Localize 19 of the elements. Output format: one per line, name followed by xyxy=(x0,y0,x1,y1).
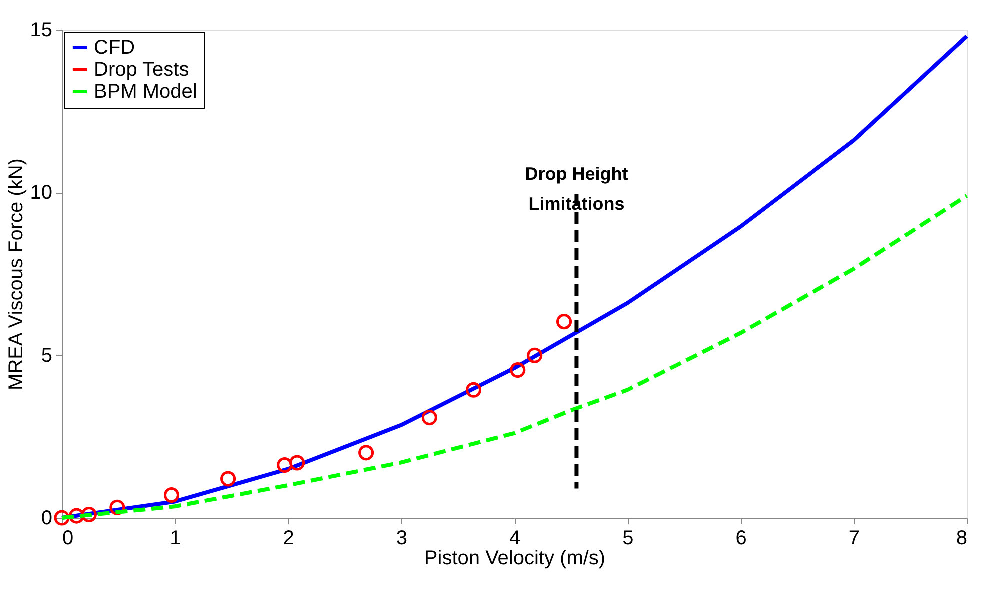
x-tick-label: 8 xyxy=(956,528,968,550)
legend-label: Drop Tests xyxy=(94,59,190,81)
x-tick-label: 0 xyxy=(62,528,74,550)
y-tick-label: 15 xyxy=(30,20,52,42)
x-tick-label: 7 xyxy=(848,528,860,550)
y-axis-title: MREA Viscous Force (kN) xyxy=(5,158,28,390)
legend-label: BPM Model xyxy=(94,81,198,103)
x-tick-label: 3 xyxy=(396,528,408,550)
legend-label: CFD xyxy=(94,37,136,59)
x-tick-label: 1 xyxy=(170,528,182,550)
x-tick-label: 5 xyxy=(622,528,634,550)
x-tick-label: 4 xyxy=(509,528,521,550)
y-tick-label: 10 xyxy=(30,182,52,204)
y-tick-label: 0 xyxy=(41,508,52,530)
x-axis-title: Piston Velocity (m/s) xyxy=(424,548,606,570)
ref-line-label: Drop Height Limitations xyxy=(525,164,628,214)
y-tick-label: 5 xyxy=(41,344,52,367)
x-tick-label: 6 xyxy=(736,528,747,550)
x-tick-label: 2 xyxy=(283,528,294,550)
